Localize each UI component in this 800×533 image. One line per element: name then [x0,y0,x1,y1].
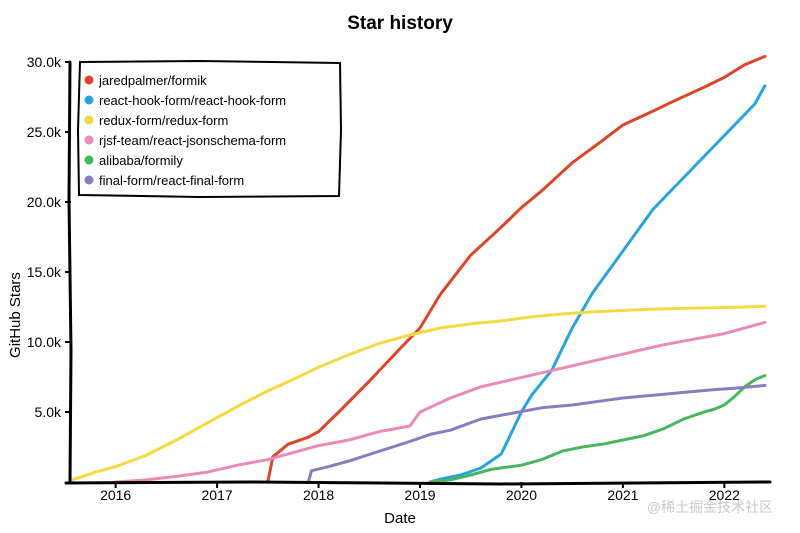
legend-label: final-form/react-final-form [99,173,244,188]
legend-swatch [84,75,94,85]
legend-label: jaredpalmer/formik [98,73,207,88]
chart-title: Star history [347,13,453,34]
x-axis-line [64,480,772,486]
legend-box [76,59,343,199]
series-line-0 [266,54,767,484]
legend-swatch [84,175,94,185]
legend-label: react-hook-form/react-hook-form [99,93,286,108]
x-tick-label: 2018 [303,487,334,503]
y-tick-group: 5.0k 10.0k 15.0k 20.0k 25.0k 30.0k [27,54,71,420]
x-tick-group: 2016 2017 2018 2019 2020 2021 2022 [100,482,740,503]
watermark-text: @稀土掘金技术社区 [647,499,773,515]
x-tick-label: 2019 [404,487,435,503]
x-tick-label: 2016 [100,487,131,503]
legend-label: rjsf-team/react-jsonschema-form [99,133,286,148]
legend-label: alibaba/formily [99,153,183,168]
x-tick-label: 2022 [709,487,740,503]
legend-swatch [84,135,94,145]
series-line-5 [306,383,767,484]
y-axis-label: GitHub Stars [7,272,24,358]
series-layer [68,54,767,484]
legend-items: jaredpalmer/formik react-hook-form/react-… [84,73,286,188]
y-tick-label: 15.0k [27,264,62,280]
legend-swatch [84,95,94,105]
legend: jaredpalmer/formik react-hook-form/react-… [76,59,343,199]
y-tick-label: 20.0k [27,194,62,210]
x-axis-label: Date [384,510,416,527]
x-tick-label: 2021 [607,487,638,503]
legend-swatch [84,115,94,125]
legend-swatch [84,155,94,165]
y-tick-label: 25.0k [27,124,62,140]
x-tick-label: 2017 [202,487,233,503]
series-line-1 [428,84,767,484]
y-tick-label: 30.0k [27,54,62,70]
series-line-4 [428,374,767,484]
series-line-3 [114,320,767,484]
series-line-2 [68,304,767,483]
y-tick-label: 5.0k [35,404,62,420]
y-tick-label: 10.0k [27,334,62,350]
x-tick-label: 2020 [506,487,537,503]
legend-label: redux-form/redux-form [99,113,228,128]
